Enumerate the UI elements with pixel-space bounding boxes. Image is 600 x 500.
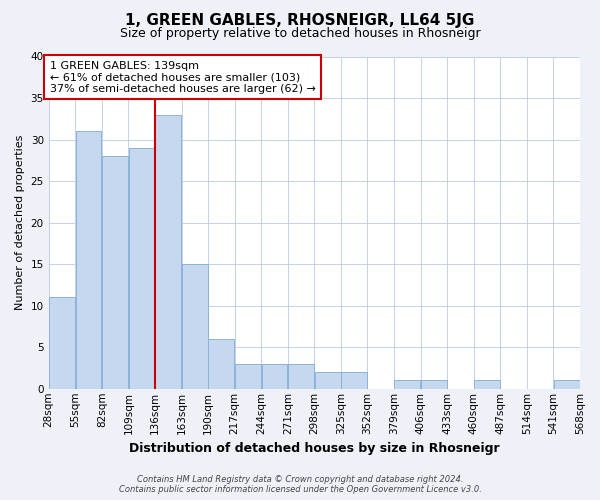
- Bar: [102, 156, 128, 389]
- Text: Size of property relative to detached houses in Rhosneigr: Size of property relative to detached ho…: [119, 28, 481, 40]
- Bar: [421, 380, 447, 389]
- Bar: [155, 114, 181, 389]
- Bar: [235, 364, 261, 389]
- Bar: [129, 148, 155, 389]
- Y-axis label: Number of detached properties: Number of detached properties: [15, 135, 25, 310]
- Bar: [394, 380, 420, 389]
- Bar: [474, 380, 500, 389]
- X-axis label: Distribution of detached houses by size in Rhosneigr: Distribution of detached houses by size …: [129, 442, 500, 455]
- Text: Contains HM Land Registry data © Crown copyright and database right 2024.
Contai: Contains HM Land Registry data © Crown c…: [119, 474, 481, 494]
- Bar: [182, 264, 208, 389]
- Bar: [288, 364, 314, 389]
- Bar: [76, 132, 101, 389]
- Bar: [315, 372, 341, 389]
- Text: 1 GREEN GABLES: 139sqm
← 61% of detached houses are smaller (103)
37% of semi-de: 1 GREEN GABLES: 139sqm ← 61% of detached…: [50, 60, 316, 94]
- Text: 1, GREEN GABLES, RHOSNEIGR, LL64 5JG: 1, GREEN GABLES, RHOSNEIGR, LL64 5JG: [125, 12, 475, 28]
- Bar: [49, 298, 75, 389]
- Bar: [262, 364, 287, 389]
- Bar: [208, 339, 234, 389]
- Bar: [554, 380, 580, 389]
- Bar: [341, 372, 367, 389]
